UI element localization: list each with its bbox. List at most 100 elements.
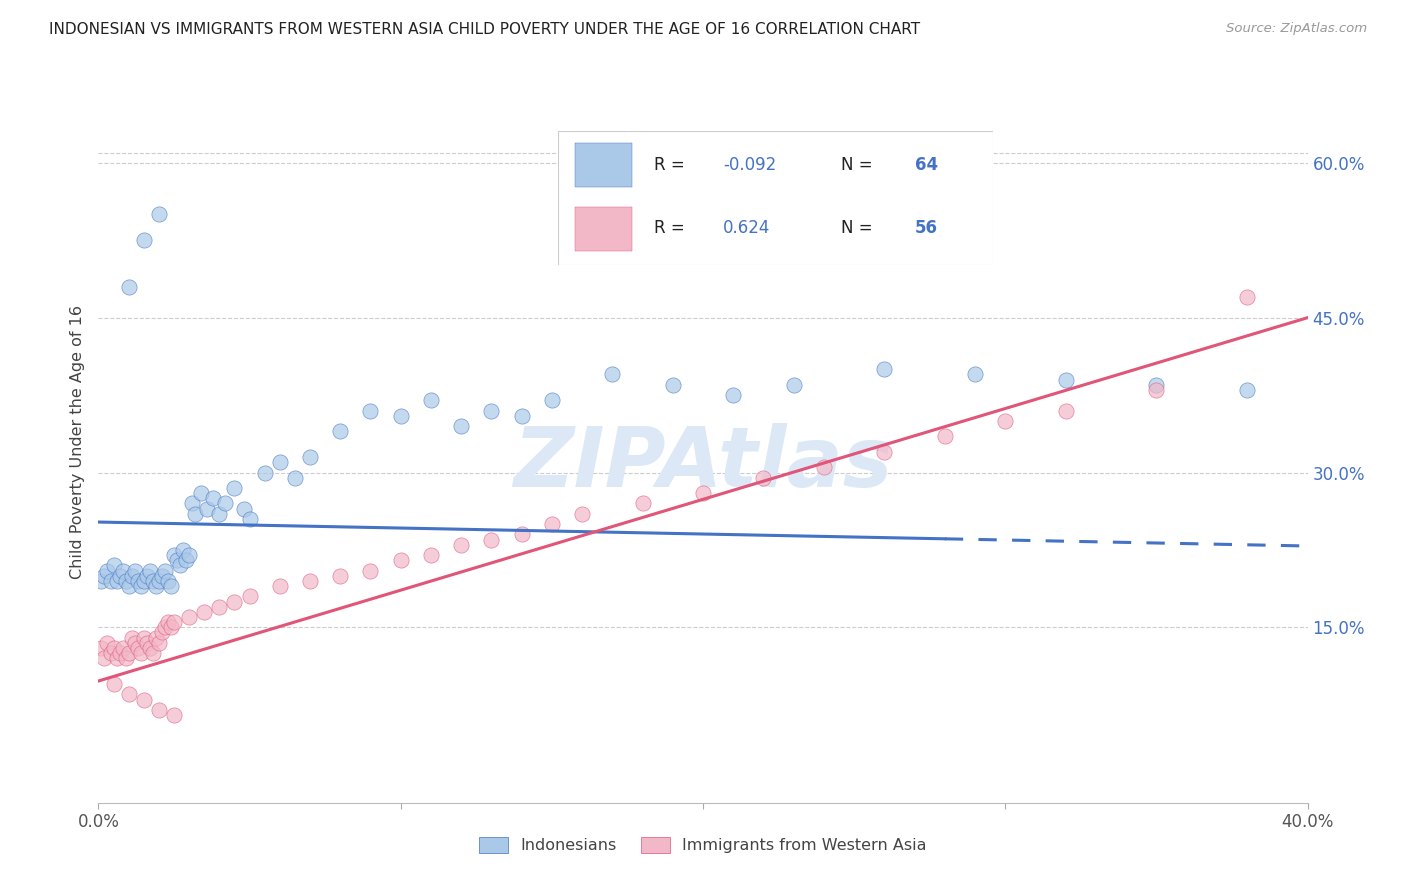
Point — [148, 207, 170, 221]
Point — [121, 631, 143, 645]
Point — [153, 620, 176, 634]
Point — [193, 605, 215, 619]
Point — [1236, 290, 1258, 304]
Point — [105, 651, 128, 665]
Point — [692, 486, 714, 500]
Point — [253, 466, 276, 480]
Point — [1144, 383, 1167, 397]
Point — [329, 424, 352, 438]
Point — [239, 590, 262, 604]
Point — [934, 429, 956, 443]
Point — [166, 553, 188, 567]
Point — [132, 631, 155, 645]
Point — [127, 640, 149, 655]
Point — [195, 501, 218, 516]
Point — [481, 533, 503, 547]
Point — [179, 548, 201, 562]
Point — [129, 646, 152, 660]
Point — [139, 640, 162, 655]
Point — [145, 631, 167, 645]
Point — [184, 507, 207, 521]
Point — [202, 491, 225, 506]
Point — [100, 646, 122, 660]
Point — [1236, 383, 1258, 397]
Point — [163, 708, 186, 723]
Point — [148, 574, 170, 588]
Point — [208, 599, 231, 614]
Point — [163, 615, 186, 630]
Point — [93, 568, 115, 582]
Point — [602, 368, 624, 382]
Point — [148, 636, 170, 650]
Point — [127, 574, 149, 588]
Point — [420, 548, 443, 562]
Text: Source: ZipAtlas.com: Source: ZipAtlas.com — [1226, 22, 1367, 36]
Point — [160, 620, 183, 634]
Point — [389, 553, 412, 567]
Point — [132, 692, 155, 706]
Point — [118, 646, 141, 660]
Point — [1054, 373, 1077, 387]
Point — [174, 553, 197, 567]
Point — [329, 568, 352, 582]
Point — [118, 279, 141, 293]
Point — [114, 651, 136, 665]
Point — [135, 636, 157, 650]
Point — [124, 564, 146, 578]
Point — [224, 481, 246, 495]
Point — [631, 496, 654, 510]
Text: ZIPAtlas: ZIPAtlas — [513, 423, 893, 504]
Point — [90, 574, 112, 588]
Point — [813, 460, 835, 475]
Point — [239, 512, 262, 526]
Point — [142, 574, 165, 588]
Point — [450, 419, 472, 434]
Point — [156, 574, 179, 588]
Point — [150, 625, 173, 640]
Point — [965, 368, 987, 382]
Point — [156, 615, 179, 630]
Point — [132, 574, 155, 588]
Point — [360, 564, 382, 578]
Point — [181, 496, 204, 510]
Point — [150, 568, 173, 582]
Point — [142, 646, 165, 660]
Point — [232, 501, 254, 516]
Point — [124, 636, 146, 650]
Point — [190, 486, 212, 500]
Point — [540, 393, 562, 408]
Point — [93, 651, 115, 665]
Point — [284, 471, 307, 485]
Point — [269, 455, 291, 469]
Point — [108, 646, 131, 660]
Point — [510, 409, 533, 423]
Point — [1054, 403, 1077, 417]
Point — [269, 579, 291, 593]
Point — [389, 409, 412, 423]
Point — [114, 574, 136, 588]
Point — [118, 687, 141, 701]
Point — [129, 579, 152, 593]
Point — [873, 445, 896, 459]
Point — [121, 568, 143, 582]
Point — [450, 538, 472, 552]
Point — [752, 471, 775, 485]
Point — [111, 564, 134, 578]
Point — [145, 579, 167, 593]
Point — [661, 377, 683, 392]
Point — [160, 579, 183, 593]
Point — [994, 414, 1017, 428]
Point — [108, 568, 131, 582]
Point — [139, 564, 162, 578]
Point — [148, 703, 170, 717]
Point — [96, 564, 118, 578]
Point — [873, 362, 896, 376]
Point — [783, 377, 806, 392]
Text: INDONESIAN VS IMMIGRANTS FROM WESTERN ASIA CHILD POVERTY UNDER THE AGE OF 16 COR: INDONESIAN VS IMMIGRANTS FROM WESTERN AS… — [49, 22, 921, 37]
Point — [153, 564, 176, 578]
Point — [1144, 377, 1167, 392]
Point — [103, 558, 125, 573]
Point — [540, 517, 562, 532]
Point — [420, 393, 443, 408]
Legend: Indonesians, Immigrants from Western Asia: Indonesians, Immigrants from Western Asi… — [472, 830, 934, 860]
